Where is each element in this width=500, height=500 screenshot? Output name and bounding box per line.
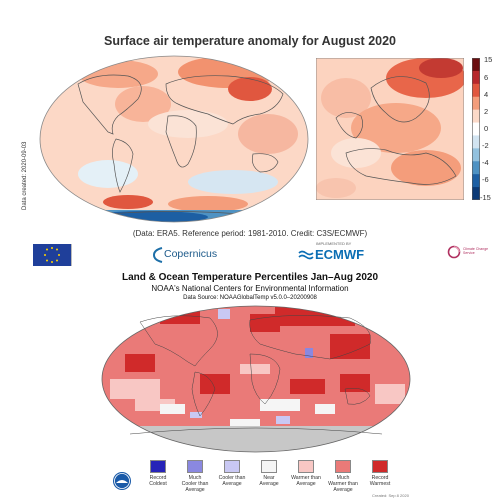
legend-label: Near Average xyxy=(259,475,279,487)
colorbar-frame xyxy=(472,58,481,200)
data-created-note: Data created: 2020-09-03 xyxy=(22,141,28,210)
percentiles-map xyxy=(101,305,411,453)
percentiles-legend: Record Coldest Much Cooler than Average Coole… xyxy=(140,460,400,500)
colorbar-swatch xyxy=(472,70,480,85)
legend-swatch xyxy=(261,460,277,473)
colorbar-tick: -15 xyxy=(480,193,491,202)
colorbar-swatch xyxy=(472,161,480,175)
climate-circle-icon xyxy=(447,245,461,259)
europe-anomaly-map xyxy=(316,58,464,200)
noaa-bird-icon xyxy=(114,473,130,489)
legend-swatch xyxy=(298,460,314,473)
ecmwf-logo: IMPLEMENTED BY ECMWF xyxy=(298,241,370,265)
colorbar-swatch xyxy=(472,58,480,72)
legend-label: Record Coldest xyxy=(149,475,167,487)
noaa-logo xyxy=(113,472,131,490)
colorbar-swatch xyxy=(472,174,480,188)
colorbar-tick: 6 xyxy=(484,73,489,82)
ecmwf-wave-icon xyxy=(298,250,314,260)
legend-swatch xyxy=(335,460,351,473)
logo-divider xyxy=(71,244,72,266)
legend-label: Warmer than Average xyxy=(291,475,321,487)
eu-stars-icon xyxy=(44,247,60,263)
colorbar-swatch xyxy=(472,148,480,162)
legend-swatch xyxy=(224,460,240,473)
anomaly-colorbar xyxy=(472,58,481,201)
legend-swatch xyxy=(187,460,203,473)
created-footnote: Created: Sep 8 2020 xyxy=(372,493,409,498)
percentiles-map-title: Land & Ocean Temperature Percentiles Jan… xyxy=(121,272,379,283)
legend-swatch xyxy=(150,460,166,473)
colorbar-swatch xyxy=(472,109,480,124)
colorbar-tick: 0 xyxy=(484,124,489,133)
climate-service-logo: Climate Change Service xyxy=(447,243,488,265)
colorbar-tick: -6 xyxy=(482,175,489,184)
anomaly-map-title: Surface air temperature anomaly for Augu… xyxy=(104,34,396,48)
legend-label: Cooler than Average xyxy=(218,475,246,487)
colorbar-swatch xyxy=(472,96,480,111)
colorbar-swatch xyxy=(472,83,480,98)
legend-swatch xyxy=(372,460,388,473)
colorbar-tick: 15 xyxy=(484,55,493,64)
colorbar-tick: -4 xyxy=(482,158,489,167)
colorbar-swatch xyxy=(472,187,480,201)
global-anomaly-map xyxy=(39,55,309,223)
colorbar-swatch xyxy=(472,122,480,136)
copernicus-logo: Copernicus xyxy=(152,245,217,265)
anomaly-credit: (Data: ERA5. Reference period: 1981-2010… xyxy=(132,229,368,238)
copernicus-swoosh-icon xyxy=(152,247,163,263)
percentiles-data-source: Data Source: NOAAGlobalTemp v5.0.0–20200… xyxy=(183,295,317,301)
legend-label: Record Warmest xyxy=(369,475,391,487)
legend-label: Much Warmer than Average xyxy=(328,475,358,493)
colorbar-tick: -2 xyxy=(482,141,489,150)
percentiles-map-subtitle: NOAA's National Centers for Environmenta… xyxy=(151,284,349,293)
colorbar-tick: 4 xyxy=(484,90,489,99)
legend-label: Much Cooler than Average xyxy=(181,475,209,493)
eu-flag-logo xyxy=(33,244,71,266)
colorbar-tick: 2 xyxy=(484,107,489,116)
colorbar-swatch xyxy=(472,135,480,149)
